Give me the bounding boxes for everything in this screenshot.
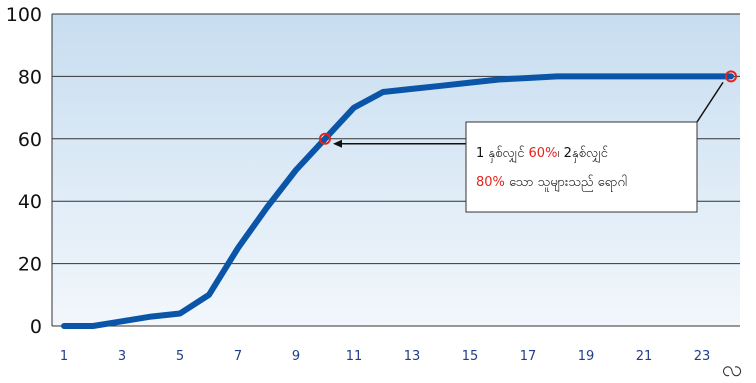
annotation-line1-percent: 60% <box>529 146 558 161</box>
x-axis: 1 3 5 7 9 11 13 15 17 19 21 23 <box>60 349 710 364</box>
y-tick-label: 100 <box>6 4 42 26</box>
y-tick-label: 80 <box>18 66 42 88</box>
x-tick-label: 23 <box>694 349 711 364</box>
annotation-line-1: 1 နှစ်လျှင် 60%၊ 2နှစ်လျှင် <box>476 145 609 163</box>
arrow-head <box>333 139 342 148</box>
x-tick-label: 1 <box>60 349 68 364</box>
x-tick-label: 13 <box>404 349 421 364</box>
x-tick-label: 21 <box>636 349 653 364</box>
y-tick-label: 60 <box>18 129 42 151</box>
x-tick-label: 5 <box>176 349 184 364</box>
x-tick-label: 15 <box>462 349 479 364</box>
y-axis: 0 20 40 60 80 100 <box>6 4 42 338</box>
annotation-line2-percent: 80% <box>476 175 505 190</box>
x-tick-label: 7 <box>234 349 242 364</box>
x-tick-label: 3 <box>118 349 126 364</box>
series-line <box>61 73 734 329</box>
annotation-line1-post: ၊ 2နှစ်လျှင် <box>557 145 608 163</box>
annotation-line2-post: သော သူများသည် ရောဂါ <box>505 174 627 192</box>
annotation-box: 1 နှစ်လျှင် 60%၊ 2နှစ်လျှင် 80% သော သူမျ… <box>465 121 698 213</box>
y-tick-label: 20 <box>18 254 42 276</box>
arrow-line <box>696 81 724 123</box>
grid-lines <box>51 13 740 327</box>
annotation-line1-pre: 1 နှစ်လျှင် <box>476 145 529 163</box>
highlight-marker <box>319 132 331 145</box>
y-tick-label: 0 <box>30 316 42 338</box>
annotation-line-2: 80% သော သူများသည် ရောဂါ <box>476 174 627 192</box>
highlight-markers <box>319 70 737 145</box>
highlight-marker <box>725 70 737 83</box>
x-tick-label: 19 <box>578 349 595 364</box>
y-tick-label: 40 <box>18 191 42 213</box>
x-tick-label: 11 <box>346 349 363 364</box>
corner-glyph: လ <box>722 357 743 382</box>
annotation-arrows <box>333 81 724 148</box>
x-tick-label: 17 <box>520 349 537 364</box>
x-tick-label: 9 <box>292 349 300 364</box>
